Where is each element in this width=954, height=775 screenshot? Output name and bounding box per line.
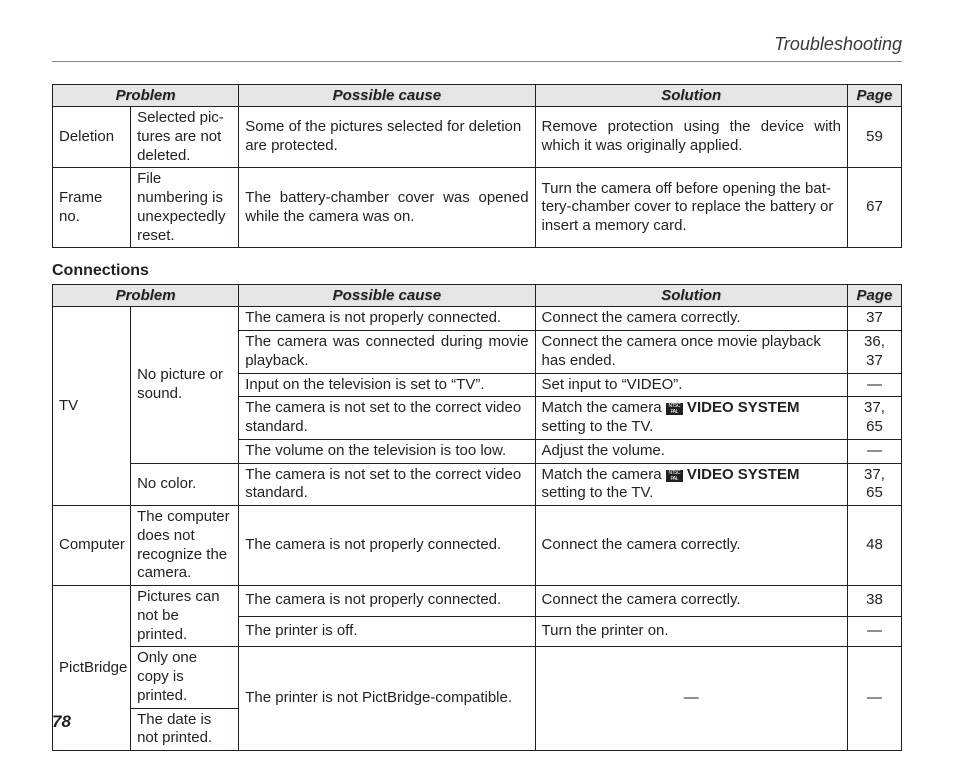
cell-page: 59: [847, 107, 901, 168]
cell-solution: Match the camera VIDEO SYSTEM setting to…: [535, 397, 847, 440]
table-header-row: Problem Possible cause Solution Page: [53, 285, 902, 307]
cell-page: —: [847, 616, 901, 647]
table-row: Frame no. File numbering is unexpect­edl…: [53, 168, 902, 248]
col-page: Page: [847, 85, 901, 107]
table-row: No color. The camera is not set to the c…: [53, 463, 902, 506]
cell-problem: No color.: [131, 463, 239, 506]
cell-cause: The battery-chamber cover was opened whi…: [239, 168, 535, 248]
video-system-icon: [666, 470, 683, 482]
col-cause: Possible cause: [239, 285, 535, 307]
sol-text: setting to the TV.: [542, 484, 654, 501]
cell-page: —: [847, 373, 901, 397]
cell-page: 37, 65: [847, 463, 901, 506]
table-row: Computer The com­puter does not recogniz…: [53, 506, 902, 586]
cell-cause: The camera was connected during movie pl…: [239, 331, 535, 374]
section-heading-connections: Connections: [52, 262, 902, 280]
table-row: Deletion Selected pic­tures are not dele…: [53, 107, 902, 168]
cell-solution: Match the camera VIDEO SYSTEM setting to…: [535, 463, 847, 506]
troubleshoot-table-top: Problem Possible cause Solution Page Del…: [52, 84, 902, 248]
troubleshoot-table-connections: Problem Possible cause Solution Page TV …: [52, 284, 902, 751]
cell-cause: The camera is not set to the correct vid…: [239, 463, 535, 506]
cell-problem: File numbering is unexpect­edly reset.: [131, 168, 239, 248]
cell-cause: The printer is off.: [239, 616, 535, 647]
table-header-row: Problem Possible cause Solution Page: [53, 85, 902, 107]
cell-page: —: [847, 647, 901, 751]
cell-problem: The date is not printed.: [131, 708, 239, 751]
col-solution: Solution: [535, 85, 847, 107]
cell-category: Frame no.: [53, 168, 131, 248]
cell-solution: Connect the camera once movie playback h…: [535, 331, 847, 374]
cell-problem: Pictures can not be printed.: [131, 586, 239, 647]
table-row: Only one copy is printed. The printer is…: [53, 647, 902, 708]
cell-page: —: [847, 439, 901, 463]
cell-problem: No picture or sound.: [131, 307, 239, 463]
cell-solution: Set input to “VIDEO”.: [535, 373, 847, 397]
cell-category: Computer: [53, 506, 131, 586]
sol-bold: VIDEO SYSTEM: [683, 399, 800, 416]
cell-cause: The camera is not properly connected.: [239, 586, 535, 617]
cell-page: 37, 65: [847, 397, 901, 440]
cell-problem: Only one copy is printed.: [131, 647, 239, 708]
col-solution: Solution: [535, 285, 847, 307]
cell-problem: Selected pic­tures are not deleted.: [131, 107, 239, 168]
cell-solution: Connect the camera correctly.: [535, 506, 847, 586]
cell-problem: The com­puter does not recognize the cam…: [131, 506, 239, 586]
cell-cause: The printer is not PictBridge-compatible…: [239, 647, 535, 751]
col-problem: Problem: [53, 85, 239, 107]
sol-bold: VIDEO SYSTEM: [683, 466, 800, 483]
cell-page: 37: [847, 307, 901, 331]
table-row: TV No picture or sound. The camera is no…: [53, 307, 902, 331]
cell-solution: —: [535, 647, 847, 751]
cell-solution: Remove protection using the device with …: [535, 107, 847, 168]
cell-solution: Turn the camera off before opening the b…: [535, 168, 847, 248]
cell-page: 38: [847, 586, 901, 617]
cell-category: TV: [53, 307, 131, 506]
col-cause: Possible cause: [239, 85, 535, 107]
col-page: Page: [847, 285, 901, 307]
cell-solution: Turn the printer on.: [535, 616, 847, 647]
video-system-icon: [666, 403, 683, 415]
cell-cause: The camera is not set to the correct vid…: [239, 397, 535, 440]
cell-category: Deletion: [53, 107, 131, 168]
cell-solution: Connect the camera correctly.: [535, 586, 847, 617]
table-row: PictBridge Pictures can not be printed. …: [53, 586, 902, 617]
cell-page: 36, 37: [847, 331, 901, 374]
cell-cause: The camera is not properly connected.: [239, 307, 535, 331]
sol-text: Match the camera: [542, 466, 666, 483]
cell-solution: Connect the camera correctly.: [535, 307, 847, 331]
cell-cause: The volume on the television is too low.: [239, 439, 535, 463]
cell-page: 67: [847, 168, 901, 248]
sol-text: setting to the TV.: [542, 418, 654, 435]
cell-solution: Adjust the volume.: [535, 439, 847, 463]
page-header: Troubleshooting: [52, 34, 902, 62]
page-number: 78: [52, 712, 71, 732]
cell-cause: The camera is not properly connected.: [239, 506, 535, 586]
cell-page: 48: [847, 506, 901, 586]
sol-text: Match the camera: [542, 399, 666, 416]
col-problem: Problem: [53, 285, 239, 307]
cell-cause: Input on the television is set to “TV”.: [239, 373, 535, 397]
cell-cause: Some of the pictures selected for deleti…: [239, 107, 535, 168]
